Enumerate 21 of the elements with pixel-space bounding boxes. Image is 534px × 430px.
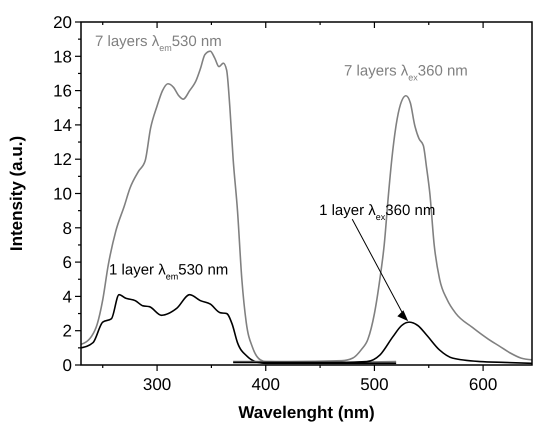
y-tick-label: 12 [53,150,72,170]
y-tick-label: 0 [62,356,72,375]
y-tick-label: 4 [62,287,72,306]
y-tick-label: 14 [53,116,72,135]
y-tick-label: 18 [53,47,72,66]
annotation: 1 layer λ$_{ex}$360 nm [319,202,436,222]
x-tick-label: 400 [252,375,280,394]
x-tick-label: 300 [142,375,172,394]
y-tick-label: 8 [62,218,72,238]
y-tick-label: 6 [62,253,72,272]
annotation: 7 layers λ$_{em}$530 nm [95,33,222,53]
x-tick-label: 600 [468,375,498,394]
x-axis-title: Wavelenght (nm) [238,403,375,422]
y-tick-label: 2 [62,322,72,341]
y-tick-label: 10 [53,184,72,204]
y-tick-label: 20 [53,12,72,32]
y-axis-title: Intensity (a.u.) [7,136,26,252]
annotation: 1 layer λ$_{em}$530 nm [109,262,228,282]
annotation: 7 layers λ$_{ex}$360 nm [344,62,468,83]
y-tick-label: 16 [53,82,72,101]
x-tick-label: 500 [360,375,389,394]
